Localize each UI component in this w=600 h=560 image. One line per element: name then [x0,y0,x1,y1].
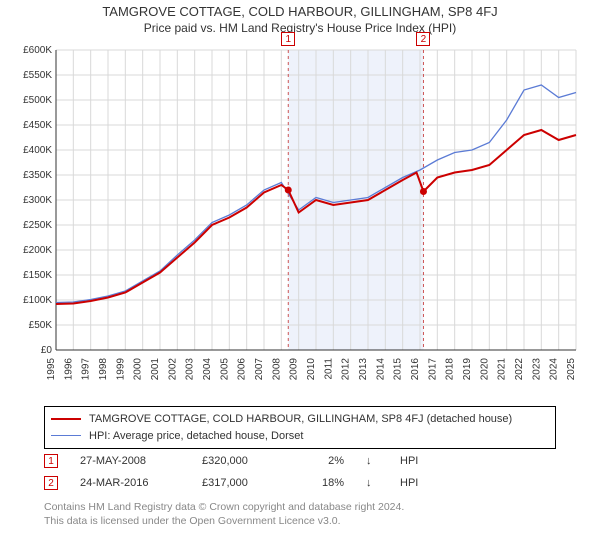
svg-text:£0: £0 [41,345,53,356]
transaction-pct: 18% [304,477,344,489]
top-marker-1: 1 [281,32,295,46]
svg-text:1998: 1998 [98,358,109,381]
svg-text:2011: 2011 [323,358,334,380]
svg-text:£450K: £450K [23,120,52,131]
svg-text:2021: 2021 [497,358,508,381]
transaction-pct: 2% [304,455,344,467]
top-marker-2: 2 [416,32,430,46]
svg-text:2025: 2025 [566,358,577,381]
svg-text:£600K: £600K [23,45,52,56]
svg-text:2005: 2005 [219,358,230,381]
svg-text:£500K: £500K [23,95,52,106]
svg-text:2010: 2010 [306,358,317,381]
transaction-row: 1 27-MAY-2008 £320,000 2% ↓ HPI [44,450,418,472]
transaction-ref: HPI [400,477,418,489]
svg-text:2007: 2007 [254,358,265,381]
transaction-ref: HPI [400,455,418,467]
svg-text:1997: 1997 [81,358,92,381]
svg-text:2024: 2024 [549,358,560,381]
svg-text:2012: 2012 [341,358,352,381]
footer-line1: Contains HM Land Registry data © Crown c… [44,500,404,514]
legend-label-hpi: HPI: Average price, detached house, Dors… [89,428,303,445]
transaction-marker-1: 1 [44,454,58,468]
svg-text:£300K: £300K [23,195,52,206]
transaction-row: 2 24-MAR-2016 £317,000 18% ↓ HPI [44,472,418,494]
legend-swatch-hpi [51,435,81,436]
svg-text:£200K: £200K [23,245,52,256]
legend-swatch-tamgrove [51,418,81,420]
svg-text:£50K: £50K [29,320,53,331]
svg-text:2015: 2015 [393,358,404,381]
svg-text:2014: 2014 [375,358,386,381]
transaction-date: 24-MAR-2016 [80,477,180,489]
transaction-price: £320,000 [202,455,282,467]
transaction-date: 27-MAY-2008 [80,455,180,467]
svg-text:£550K: £550K [23,70,52,81]
transaction-price: £317,000 [202,477,282,489]
svg-text:2000: 2000 [133,358,144,381]
svg-text:1995: 1995 [46,358,57,381]
svg-text:2001: 2001 [150,358,161,381]
svg-text:2018: 2018 [445,358,456,381]
svg-text:1999: 1999 [115,358,126,381]
svg-text:£150K: £150K [23,270,52,281]
svg-text:2023: 2023 [531,358,542,381]
svg-text:2013: 2013 [358,358,369,381]
chart-svg: £0 £50K £100K £150K £200K £250K £300K £350K £400… [8,42,592,396]
legend-row-tamgrove: TAMGROVE COTTAGE, COLD HARBOUR, GILLINGH… [51,411,549,428]
chart-area: £0 £50K £100K £150K £200K £250K £300K £350K £400… [8,42,592,396]
svg-text:2016: 2016 [410,358,421,381]
svg-text:2004: 2004 [202,358,213,381]
svg-text:2006: 2006 [237,358,248,381]
svg-text:2022: 2022 [514,358,525,381]
svg-text:2020: 2020 [479,358,490,381]
footer-attribution: Contains HM Land Registry data © Crown c… [44,500,404,528]
chart-subtitle: Price paid vs. HM Land Registry's House … [0,19,600,39]
svg-text:2003: 2003 [185,358,196,381]
svg-text:2008: 2008 [271,358,282,381]
arrow-down-icon: ↓ [366,477,378,489]
transaction-marker-2: 2 [44,476,58,490]
chart-title: TAMGROVE COTTAGE, COLD HARBOUR, GILLINGH… [0,0,600,19]
legend-label-tamgrove: TAMGROVE COTTAGE, COLD HARBOUR, GILLINGH… [89,411,512,428]
svg-text:£400K: £400K [23,145,52,156]
svg-text:2002: 2002 [167,358,178,381]
legend-row-hpi: HPI: Average price, detached house, Dors… [51,428,549,445]
svg-text:£100K: £100K [23,295,52,306]
svg-text:2017: 2017 [427,358,438,381]
svg-text:2009: 2009 [289,358,300,381]
svg-text:£250K: £250K [23,220,52,231]
transactions-table: 1 27-MAY-2008 £320,000 2% ↓ HPI 2 24-MAR… [44,450,418,494]
legend: TAMGROVE COTTAGE, COLD HARBOUR, GILLINGH… [44,406,556,449]
svg-text:1996: 1996 [63,358,74,381]
svg-text:2019: 2019 [462,358,473,381]
footer-line2: This data is licensed under the Open Gov… [44,514,404,528]
svg-text:£350K: £350K [23,170,52,181]
arrow-down-icon: ↓ [366,455,378,467]
